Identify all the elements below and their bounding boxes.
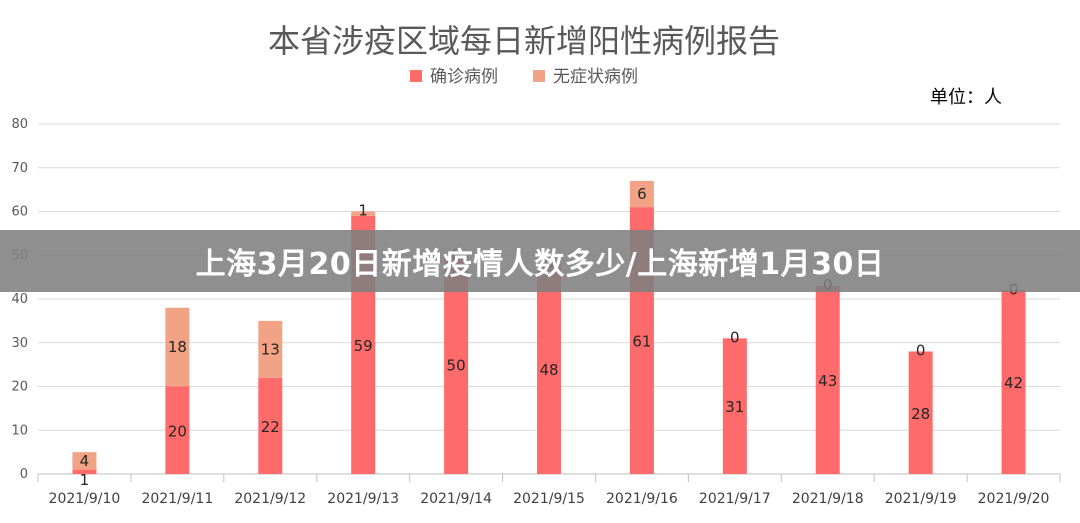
bar-confirmed [165,386,190,474]
data-label-asymptomatic: 4 [80,452,90,470]
y-axis: 01020304050607080 [11,117,28,482]
bar-asymptomatic [165,307,190,387]
data-label-confirmed: 28 [911,405,930,423]
legend-swatch-asymptomatic [533,70,545,82]
data-label-confirmed: 1 [80,471,90,489]
data-label-asymptomatic: 6 [637,185,647,203]
data-label-confirmed: 31 [725,398,744,416]
bar-confirmed [72,469,97,474]
data-label-confirmed: 20 [168,422,187,440]
x-tick-label: 2021/9/14 [420,491,492,507]
y-tick-label: 70 [11,161,28,176]
data-label-confirmed: 61 [632,333,651,351]
x-tick-label: 2021/9/20 [978,491,1050,507]
legend: 确诊病例 无症状病例 [410,67,638,87]
y-tick-label: 0 [20,467,28,482]
x-tick-label: 2021/9/17 [699,491,771,507]
x-tick-label: 2021/9/12 [234,491,306,507]
data-label-asymptomatic: 0 [730,328,740,346]
data-label-confirmed: 48 [539,361,558,379]
legend-label-asymptomatic: 无症状病例 [553,67,638,87]
data-label-confirmed: 22 [261,418,280,436]
data-label-asymptomatic: 13 [261,340,280,358]
bar-asymptomatic [629,180,654,208]
y-tick-label: 30 [11,336,28,351]
bar-confirmed [722,338,747,474]
y-tick-label: 40 [11,292,28,307]
x-tick-label: 2021/9/13 [327,491,399,507]
bar-confirmed [258,377,283,474]
data-label-confirmed: 50 [447,357,466,375]
data-label-asymptomatic: 1 [358,202,368,220]
legend-label-confirmed: 确诊病例 [430,67,498,87]
data-label-asymptomatic: 0 [916,342,926,360]
x-axis: 2021/9/10 2021/9/11 2021/9/12 2021/9/13 2021… [37,474,1061,507]
x-tick-label: 2021/9/15 [513,491,585,507]
chart-title: 本省涉疫区域每日新增阳性病例报告 [268,22,780,60]
x-tick-label: 2021/9/18 [792,491,864,507]
bar-confirmed [908,351,933,474]
y-tick-label: 80 [11,117,28,132]
y-tick-label: 20 [11,380,28,395]
data-label-confirmed: 42 [1004,374,1023,392]
y-tick-label: 60 [11,205,28,220]
bar-confirmed [815,285,840,474]
x-tick-label: 2021/9/11 [141,491,213,507]
bar-asymptomatic [258,320,283,378]
headline-banner: 上海3月20日新增疫情人数多少/上海新增1月30日 [0,230,1080,292]
unit-label: 单位：人 [930,87,1002,108]
bar-asymptomatic [72,452,97,470]
bars: 1420182213591500480616310430280420 [72,180,1026,489]
data-label-asymptomatic: 18 [168,338,187,356]
data-label-confirmed: 43 [818,372,837,390]
x-tick-label: 2021/9/10 [49,491,121,507]
bar-confirmed [537,264,561,474]
bar-asymptomatic [351,211,376,216]
legend-swatch-confirmed [410,70,422,82]
y-tick-label: 10 [11,423,28,438]
x-tick-label: 2021/9/19 [885,491,957,507]
x-tick-label: 2021/9/16 [606,491,678,507]
data-label-confirmed: 59 [354,337,373,355]
headline-text: 上海3月20日新增疫情人数多少/上海新增1月30日 [195,247,885,282]
bar-confirmed [1001,290,1026,474]
